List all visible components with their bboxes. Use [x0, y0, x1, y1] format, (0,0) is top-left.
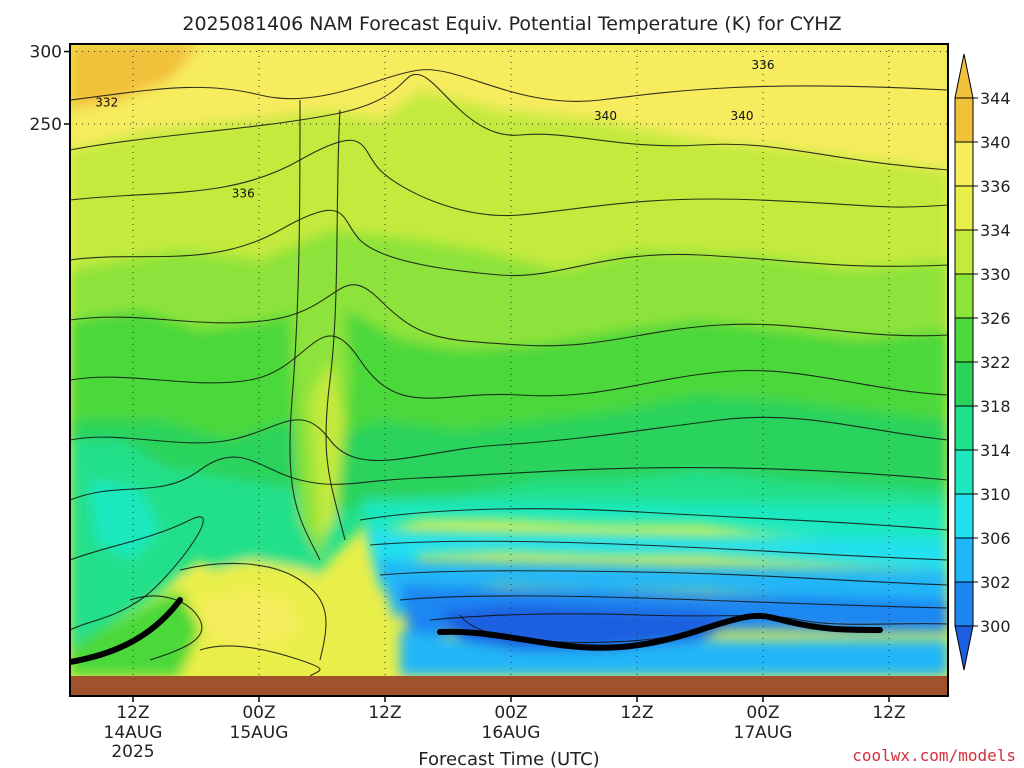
colorbar-label: 300 — [980, 617, 1011, 636]
frontal-zone-line — [70, 597, 883, 665]
field-region — [400, 630, 948, 676]
field-region — [360, 500, 948, 545]
colorbar-band — [954, 317, 974, 363]
contour-label: 340 — [731, 109, 754, 123]
x-tick-label: 00Z — [242, 703, 275, 723]
contour-label-text: 340 — [731, 109, 754, 123]
field-region — [70, 300, 948, 440]
contour-label-text: 336 — [232, 186, 255, 200]
colorbar-band — [954, 185, 974, 231]
field-region — [200, 590, 300, 650]
contour-line — [70, 456, 948, 501]
x-tick-label: 00Z — [494, 703, 527, 723]
x-tick-label: 12Z — [116, 703, 149, 723]
colorbar-band — [954, 229, 974, 275]
colorbar: 344 340 336 334 330 326 322 318 314 310 306 302 300 — [954, 53, 1011, 671]
x-tick-label: 12Z — [620, 703, 653, 723]
x-tick-sublabel: 15AUG — [230, 723, 289, 743]
colorbar-label: 314 — [980, 441, 1011, 460]
field-region — [310, 360, 345, 540]
colorbar-label: 306 — [980, 529, 1011, 548]
contour-label: 332 — [95, 95, 118, 109]
contour-line — [70, 69, 948, 102]
contour-lines — [70, 69, 948, 677]
field-region — [70, 44, 200, 110]
contour-line — [70, 73, 948, 171]
temperature-field — [70, 44, 948, 676]
x-tick-sublabel: 2025 — [111, 742, 154, 762]
colorbar-band — [954, 449, 974, 495]
contour-line — [429, 613, 948, 625]
x-axis-label: Forecast Time (UTC) — [418, 749, 599, 768]
colorbar-band — [954, 141, 974, 187]
contour-line — [70, 139, 948, 217]
y-tick-label: 250 — [30, 115, 62, 135]
contour-line — [359, 508, 948, 531]
field-region — [70, 230, 948, 350]
colorbar-label: 336 — [980, 177, 1011, 196]
contour-line — [289, 99, 321, 561]
colorbar-band — [954, 537, 974, 583]
contour-line — [70, 335, 948, 399]
field-region — [70, 395, 948, 510]
colorbar-label: 344 — [980, 89, 1011, 108]
colorbar-top-arrow — [954, 53, 974, 99]
colorbar-band — [954, 493, 974, 539]
colorbar-bottom-arrow — [954, 625, 974, 671]
field-region — [375, 560, 948, 620]
contour-line — [199, 645, 321, 677]
field-region — [365, 530, 948, 590]
field-region — [90, 480, 160, 560]
colorbar-band — [954, 273, 974, 319]
colorbar-label: 318 — [980, 397, 1011, 416]
colorbar-band — [954, 361, 974, 407]
contour-label: 336 — [752, 58, 775, 72]
contour-line — [129, 595, 203, 661]
plot-frame — [69, 43, 949, 697]
x-tick-label: 12Z — [368, 703, 401, 723]
contour-line — [70, 516, 204, 631]
grid-lines — [70, 44, 948, 696]
colorbar-label: 322 — [980, 353, 1011, 372]
colorbar-label: 340 — [980, 133, 1011, 152]
contour-line — [70, 284, 948, 347]
ground-surface — [70, 676, 948, 696]
y-tick-label: 350 — [30, 0, 62, 1]
colorbar-label: 302 — [980, 573, 1011, 592]
colorbar-band — [954, 97, 974, 143]
x-tick-sublabel: 17AUG — [734, 723, 793, 743]
field-region — [520, 44, 948, 120]
contour-line — [179, 562, 327, 661]
contour-line — [70, 209, 948, 277]
contour-line — [325, 109, 346, 541]
x-tick-label: 12Z — [872, 703, 905, 723]
x-tick-sublabel: 14AUG — [104, 723, 163, 743]
contour-label: 336 — [232, 186, 255, 200]
contour-line — [369, 540, 948, 561]
contour-label-text: 336 — [752, 58, 775, 72]
y-tick-label: 300 — [30, 43, 62, 63]
colorbar-label: 310 — [980, 485, 1011, 504]
contour-label-text: 332 — [95, 95, 118, 109]
plot-area: 3363403403323363363323323323283283203323… — [70, 44, 948, 696]
colorbar-label: 330 — [980, 265, 1011, 284]
contour-line — [70, 416, 948, 462]
contour-line — [399, 595, 948, 609]
colorbar-label: 326 — [980, 309, 1011, 328]
colorbar-band — [954, 581, 974, 627]
colorbar-band — [954, 405, 974, 451]
colorbar-label: 334 — [980, 221, 1011, 240]
x-tick-sublabel: 16AUG — [482, 723, 541, 743]
credit-text: coolwx.com/models — [852, 746, 1016, 765]
contour-label-text: 340 — [594, 109, 617, 123]
x-tick-label: 00Z — [746, 703, 779, 723]
chart-title: 2025081406 NAM Forecast Equiv. Potential… — [182, 13, 841, 35]
contour-labels: 3363403403323363363323323323283283203323… — [95, 58, 775, 200]
contour-line — [379, 570, 948, 586]
pressure-axis: 2503003504004505005506006507007508008509… — [30, 0, 70, 135]
contour-label: 340 — [594, 109, 617, 123]
